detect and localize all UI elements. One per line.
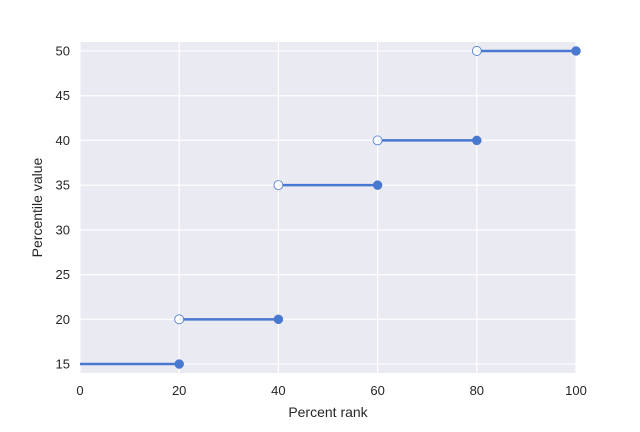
open-point (372, 135, 383, 146)
data-marks (80, 46, 581, 369)
open-point (174, 314, 185, 325)
x-tick-labels: 0 20 40 60 80 100 (76, 383, 586, 398)
closed-point (174, 359, 184, 369)
y-tick-labels: 15 20 25 30 35 40 45 50 (56, 43, 70, 371)
y-tick-label: 45 (56, 88, 70, 103)
x-tick-label: 80 (470, 383, 484, 398)
x-tick-label: 20 (172, 383, 186, 398)
open-point (471, 46, 482, 56)
open-point (273, 180, 284, 191)
y-tick-label: 30 (56, 222, 70, 237)
x-tick-label: 100 (565, 383, 587, 398)
y-tick-label: 15 (56, 357, 70, 372)
y-axis-label: Percentile value (29, 157, 45, 257)
y-tick-label: 40 (56, 133, 70, 148)
x-tick-label: 0 (76, 383, 83, 398)
x-axis-label: Percent rank (288, 404, 368, 420)
y-tick-label: 20 (56, 312, 70, 327)
closed-point (571, 46, 581, 56)
closed-point (273, 314, 284, 325)
y-tick-label: 50 (56, 43, 70, 58)
y-tick-label: 25 (56, 267, 70, 282)
plot-background (80, 42, 576, 373)
x-tick-label: 40 (271, 383, 285, 398)
closed-point (372, 180, 383, 190)
x-tick-label: 60 (370, 383, 384, 398)
closed-point (472, 135, 482, 146)
y-tick-label: 35 (56, 178, 70, 193)
